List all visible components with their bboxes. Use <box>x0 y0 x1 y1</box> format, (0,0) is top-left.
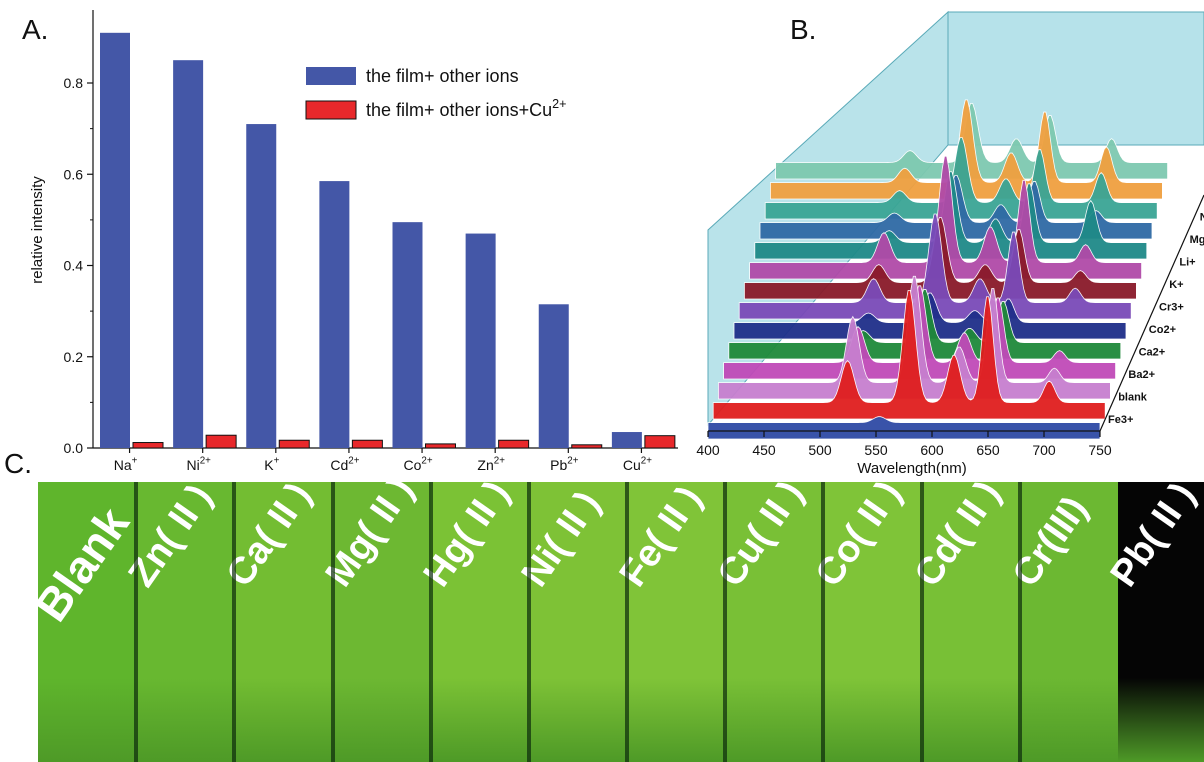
x-tick-label: 450 <box>752 442 776 458</box>
sample-strip <box>627 482 726 762</box>
strip-gap <box>428 482 433 762</box>
bar-blue <box>465 233 496 448</box>
x-tick-label: 400 <box>696 442 720 458</box>
x-tick-label: 750 <box>1088 442 1112 458</box>
strip-gap <box>232 482 237 762</box>
strip-gap <box>625 482 630 762</box>
bar-red <box>351 439 383 449</box>
panel-c-label: C. <box>4 448 32 479</box>
bar-red <box>278 439 310 449</box>
x-tick-label: Cu2+ <box>623 456 652 473</box>
x-tick-label: 650 <box>976 442 1000 458</box>
sample-strip <box>1019 482 1118 762</box>
y-tick-label: 0.0 <box>64 440 84 456</box>
spectra-traces <box>707 99 1169 440</box>
x-tick-label: 700 <box>1032 442 1056 458</box>
bar-blue <box>246 124 277 448</box>
bar-red <box>498 439 530 449</box>
panel-b-label: B. <box>790 14 817 45</box>
strip-gap <box>134 482 139 762</box>
sample-strip <box>332 482 431 762</box>
bar-blue <box>319 181 350 448</box>
series-label: Ba2+ <box>1128 369 1155 381</box>
spectrum-trace <box>749 155 1143 280</box>
x-tick-label: Co2+ <box>404 456 433 473</box>
bar-red <box>571 444 603 449</box>
sample-strip <box>921 482 1020 762</box>
x-tick-label: Zn2+ <box>477 456 505 473</box>
y-tick-label: 0.8 <box>64 75 84 91</box>
spectra-x-axis: 400 450 500 550 600 650 700 750 <box>696 194 1204 458</box>
photo-left-edge <box>0 482 38 762</box>
series-label: Li+ <box>1179 257 1195 269</box>
y-tick-label: 0.6 <box>64 166 84 182</box>
bar-chart: 0.0 0.2 0.4 0.6 0.8 Na+ Ni2+ K+ Cd2+ Co2+ Zn2+ Pb2… <box>29 10 678 473</box>
fluorescence-photo: Blank Zn( II ) Ca( II ) Mg( II ) Hg( II ) Ni(… <box>0 482 1204 762</box>
spectrum-trace <box>764 137 1158 220</box>
strip-gap <box>526 482 531 762</box>
sample-strip <box>234 482 333 762</box>
sample-strip <box>38 482 137 762</box>
bar-chart-legend: the film+ other ions the film+ other ions… <box>305 66 566 120</box>
legend-swatch <box>306 67 356 85</box>
y-tick-label: 0.2 <box>64 349 84 365</box>
bar-red <box>425 443 456 449</box>
strip-gap <box>330 482 335 762</box>
x-tick-label: 550 <box>864 442 888 458</box>
y-tick-label: 0.4 <box>64 258 84 274</box>
bar-blue <box>392 222 423 448</box>
x-axis-label: Wavelength(nm) <box>857 460 966 477</box>
spectra-series-labels: Fe3+ blank Ba2+ Ca2+ Co2+ Cr3+ K+ Li+ Mg2+ N <box>1108 212 1204 427</box>
x-tick-label: Ni2+ <box>186 456 211 473</box>
spectrum-trace <box>712 289 1106 420</box>
bar-blue <box>611 432 642 448</box>
series-label: N <box>1200 212 1204 224</box>
sample-strip <box>136 482 235 762</box>
sample-strip <box>430 482 529 762</box>
strip-gap <box>919 482 924 762</box>
sample-strip <box>725 482 824 762</box>
legend-label: the film+ other ions <box>366 66 519 86</box>
x-tick-label: K+ <box>264 456 279 473</box>
spectrum-trace <box>707 416 1101 440</box>
series-label: K+ <box>1169 279 1183 291</box>
x-tick-label: Na+ <box>114 456 138 473</box>
back-wall <box>947 11 1204 146</box>
strip-gap <box>723 482 728 762</box>
series-label: Fe3+ <box>1108 414 1133 426</box>
y-axis-label: relative intensity <box>29 176 46 284</box>
sample-strip <box>823 482 922 762</box>
bar-red <box>205 434 237 449</box>
x-tick-label: Cd2+ <box>330 456 359 473</box>
depth-axis-line <box>1099 194 1204 432</box>
x-tick-label: 500 <box>808 442 832 458</box>
series-label: Co2+ <box>1149 324 1176 336</box>
bar-red <box>132 442 164 449</box>
spectra-3d-chart: 400 450 500 550 600 650 700 750 Fe3+ blank Ba2+ Ca… <box>696 10 1204 477</box>
spectrum-trace <box>738 213 1132 320</box>
series-label: blank <box>1118 392 1148 404</box>
sample-strip <box>528 482 628 762</box>
series-label: Mg2+ <box>1190 234 1204 246</box>
bar-red <box>644 435 676 449</box>
bar-blue <box>173 60 204 448</box>
series-label: Cr3+ <box>1159 302 1184 314</box>
x-tick-label: Pb2+ <box>550 456 579 473</box>
strip-gap <box>1017 482 1022 762</box>
spectrum-trace <box>770 99 1163 200</box>
strip-gap <box>821 482 826 762</box>
bar-chart-tick-labels: Na+ Ni2+ K+ Cd2+ Co2+ Zn2+ Pb2+ Cu2+ <box>114 456 653 473</box>
panel-a-label: A. <box>22 14 49 45</box>
x-tick-label: 600 <box>920 442 944 458</box>
legend-label: the film+ other ions+Cu2+ <box>366 97 566 120</box>
series-label: Ca2+ <box>1139 347 1166 359</box>
bar-blue <box>538 304 569 448</box>
legend-swatch <box>305 100 357 120</box>
bar-blue <box>100 32 130 448</box>
sample-strip <box>1118 482 1204 762</box>
bar-chart-bars <box>100 32 676 449</box>
